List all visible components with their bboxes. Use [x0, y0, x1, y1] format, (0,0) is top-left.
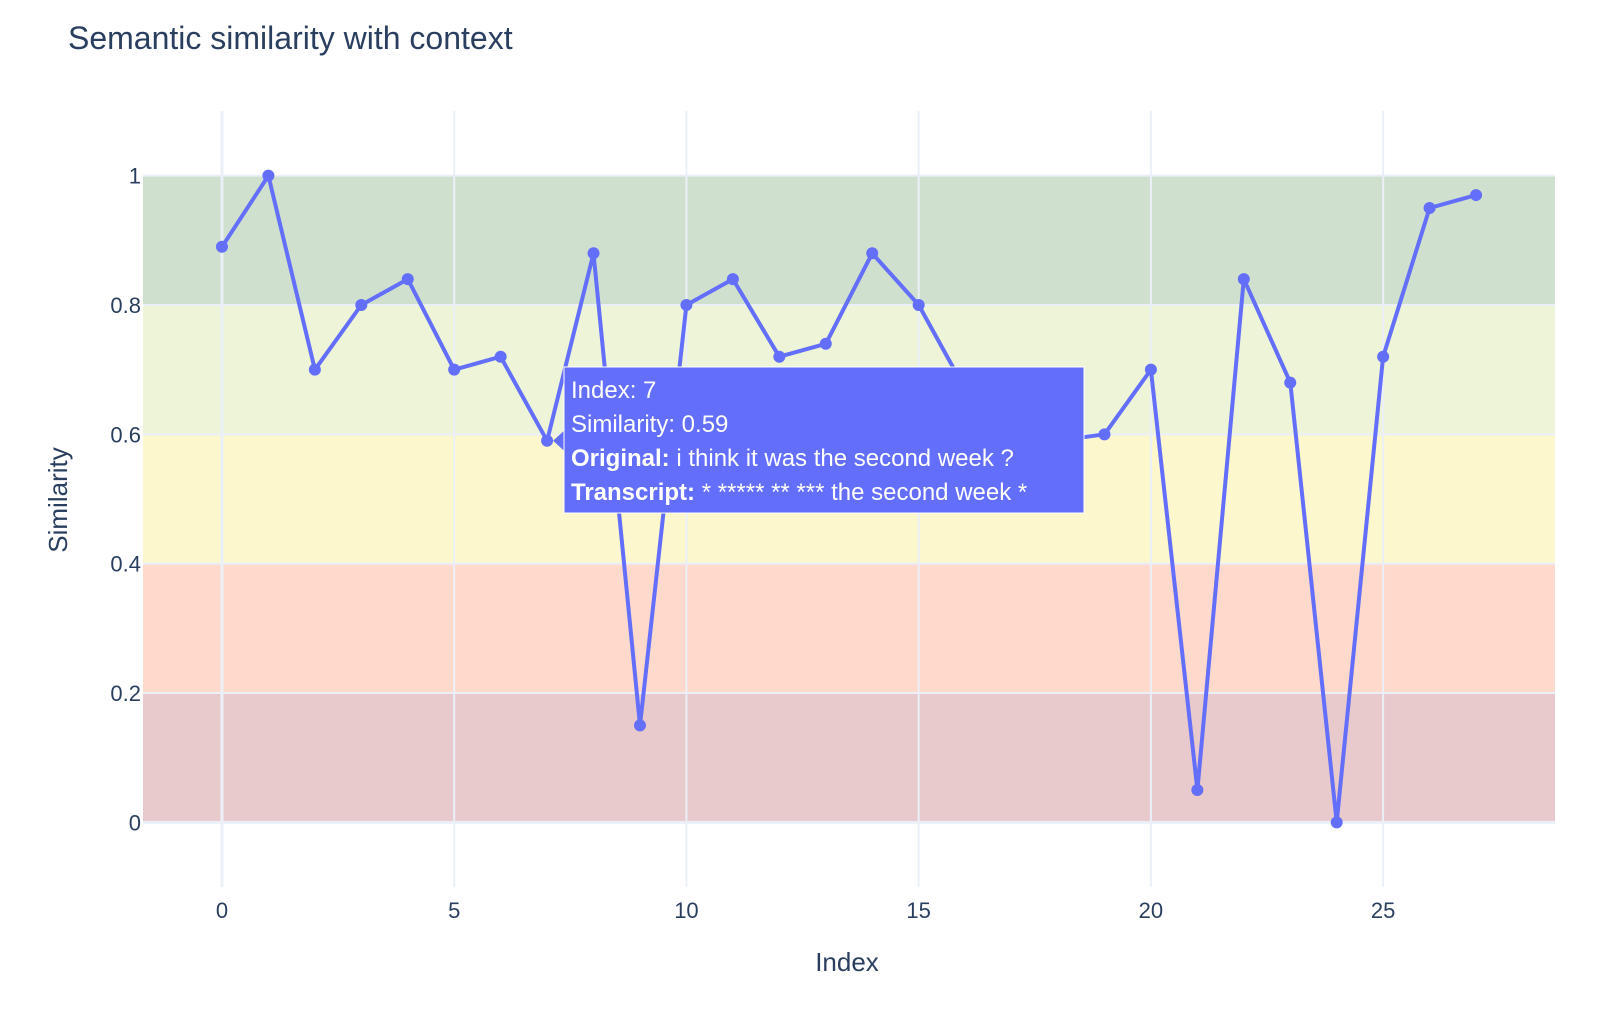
band-4	[143, 693, 1555, 823]
series-line	[220, 173, 1477, 825]
data-point-26	[1423, 202, 1436, 214]
x-tick-label-25: 25	[1371, 898, 1395, 923]
data-point-3	[355, 299, 368, 311]
y-tick-label-5: 1	[129, 164, 141, 189]
y-axis-title: Similarity	[43, 447, 73, 552]
data-point-24	[1330, 816, 1343, 829]
y-tick-label-2: 0.4	[110, 552, 141, 577]
axis-ticks: 0 5 10 15 20 25 0 0.2 0.4 0.6 0.8 1	[110, 164, 1395, 923]
tooltip-similarity: Similarity: 0.59	[571, 411, 728, 438]
tooltip-box	[563, 366, 1085, 514]
data-point-25	[1377, 350, 1390, 363]
tooltip-original: Original: i think it was the second week…	[571, 445, 1014, 472]
data-point-10	[680, 299, 693, 311]
tooltip-original-label: Original:	[571, 445, 670, 472]
data-point-7	[541, 434, 554, 447]
data-point-0	[215, 240, 228, 253]
y-tick-label-3: 0.6	[110, 422, 141, 447]
band-0	[143, 175, 1555, 305]
data-point-4	[401, 273, 414, 286]
tooltip-transcript: Transcript: * ***** ** *** the second we…	[571, 479, 1027, 506]
band-3	[143, 563, 1555, 693]
data-point-22	[1237, 273, 1250, 286]
data-point-23	[1284, 376, 1297, 389]
data-point-1	[262, 169, 275, 182]
y-tick-label-1: 0.2	[110, 681, 141, 706]
x-axis-title: Index	[815, 947, 879, 977]
x-tick-label-0: 0	[216, 898, 228, 923]
data-point-14	[866, 247, 879, 260]
tooltip-index: Index: 7	[571, 377, 656, 404]
data-point-8	[587, 247, 600, 260]
data-point-2	[308, 363, 321, 376]
x-tick-label-5: 5	[448, 898, 460, 923]
data-point-19	[1098, 428, 1111, 441]
tooltip-pointer	[553, 430, 564, 451]
y-tick-label-4: 0.8	[110, 293, 141, 318]
tooltip-transcript-text: * ***** ** *** the second week *	[695, 479, 1027, 506]
y-tick-label-0: 0	[129, 810, 141, 835]
data-point-27	[1470, 189, 1483, 202]
data-point-13	[819, 337, 832, 350]
data-point-9	[633, 719, 646, 732]
data-point-21	[1191, 784, 1204, 796]
x-tick-label-10: 10	[674, 898, 698, 923]
x-tick-label-20: 20	[1139, 898, 1163, 923]
data-point-20	[1144, 363, 1157, 376]
tooltip-transcript-label: Transcript:	[571, 479, 695, 506]
similarity-series	[215, 169, 1483, 829]
data-point-15	[912, 299, 925, 311]
hover-tooltip: Index: 7 Similarity: 0.59 Original: i th…	[553, 366, 1085, 514]
data-point-11	[726, 273, 739, 286]
data-point-5	[448, 363, 461, 376]
data-point-6	[494, 350, 507, 363]
x-tick-label-15: 15	[906, 898, 930, 923]
data-point-12	[773, 350, 786, 363]
chart-title: Semantic similarity with context	[68, 20, 513, 56]
tooltip-original-text: i think it was the second week ?	[670, 445, 1014, 472]
